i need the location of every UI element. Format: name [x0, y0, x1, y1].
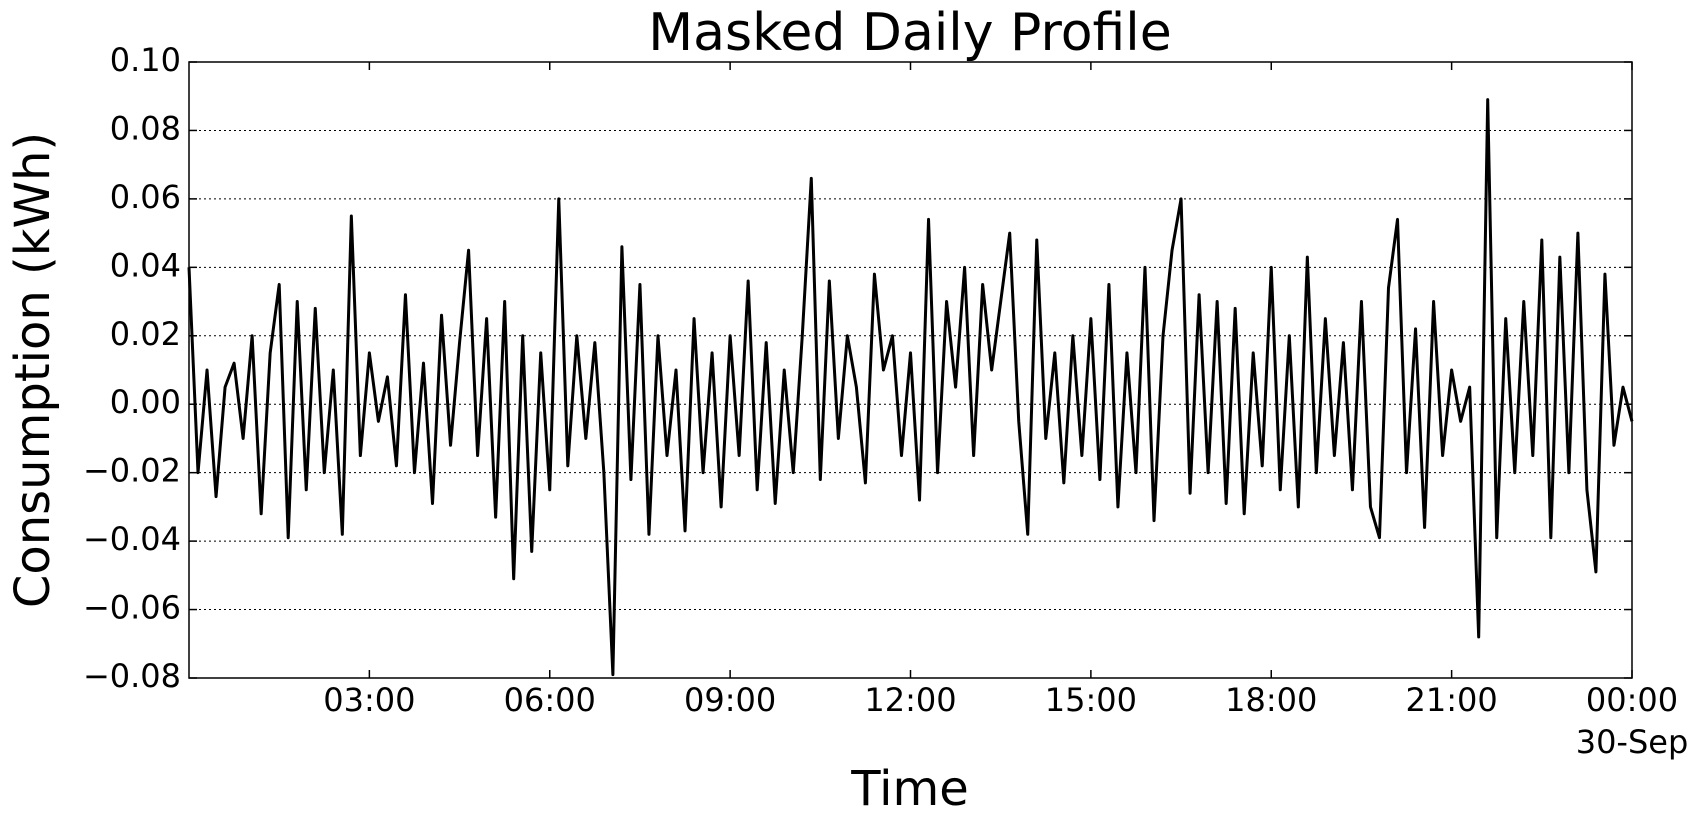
x-tick-sublabel: 30-Sep	[1576, 723, 1689, 761]
x-tick-label: 06:00	[504, 681, 596, 719]
y-tick-label: 0.04	[110, 246, 181, 284]
x-tick-label: 21:00	[1406, 681, 1498, 719]
x-axis-label: Time	[850, 761, 968, 817]
y-tick-label: 0.02	[110, 315, 181, 353]
x-tick-label: 09:00	[684, 681, 776, 719]
data-line	[187, 98, 1634, 677]
x-tick-label: 00:00	[1586, 681, 1678, 719]
y-tick-label: 0.00	[110, 383, 181, 421]
y-tick-label: 0.08	[110, 109, 181, 147]
x-tick-label: 03:00	[323, 681, 415, 719]
x-tick-label: 12:00	[864, 681, 956, 719]
y-tick-label: −0.06	[83, 589, 181, 627]
y-tick-label: 0.06	[110, 178, 181, 216]
x-tick-label: 18:00	[1225, 681, 1317, 719]
y-tick-label: −0.02	[83, 452, 181, 490]
x-tick-label: 15:00	[1045, 681, 1137, 719]
y-tick-label: −0.04	[83, 520, 181, 558]
y-axis-label: Consumption (kWh)	[5, 132, 61, 608]
y-tick-label: 0.10	[110, 41, 181, 79]
plot-frame	[188, 61, 1633, 679]
y-tick-label: −0.08	[83, 657, 181, 695]
chart-title: Masked Daily Profile	[648, 3, 1171, 63]
